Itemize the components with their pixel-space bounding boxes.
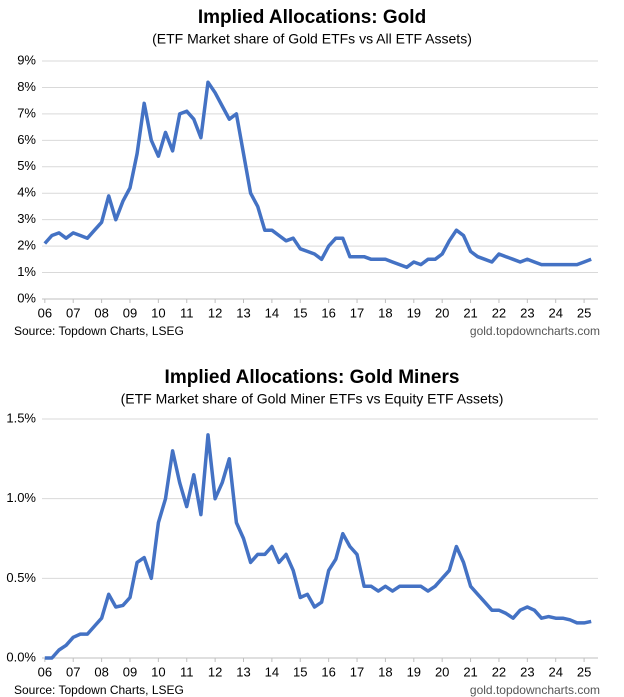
y-tick-label: 4%: [17, 185, 36, 200]
x-tick-label: 21: [463, 664, 477, 679]
x-tick-label: 17: [350, 664, 364, 679]
chart-subtitle: (ETF Market share of Gold Miner ETFs vs …: [121, 391, 504, 407]
y-tick-label: 9%: [17, 52, 36, 67]
x-tick-label: 13: [236, 305, 250, 320]
x-tick-label: 19: [407, 305, 421, 320]
x-tick-label: 19: [407, 664, 421, 679]
x-tick-label: 15: [293, 305, 307, 320]
x-tick-label: 24: [548, 664, 562, 679]
x-tick-label: 07: [66, 664, 80, 679]
x-tick-label: 08: [94, 305, 108, 320]
y-tick-label: 1.5%: [6, 410, 36, 425]
x-tick-label: 22: [492, 305, 506, 320]
x-tick-label: 10: [151, 305, 165, 320]
x-tick-label: 23: [520, 664, 534, 679]
x-tick-label: 09: [123, 664, 137, 679]
x-tick-label: 20: [435, 664, 449, 679]
y-tick-label: 8%: [17, 79, 36, 94]
data-line: [44, 433, 592, 660]
x-tick-label: 11: [180, 664, 194, 679]
source-note: Source: Topdown Charts, LSEG: [14, 683, 184, 697]
x-tick-label: 11: [180, 305, 194, 320]
chart-title: Implied Allocations: Gold: [198, 7, 426, 28]
x-tick-label: 06: [38, 305, 52, 320]
x-tick-label: 18: [378, 664, 392, 679]
x-tick-label: 15: [293, 664, 307, 679]
x-tick-label: 25: [577, 664, 591, 679]
x-tick-label: 20: [435, 305, 449, 320]
x-tick-label: 06: [38, 664, 52, 679]
x-tick-label: 14: [265, 664, 279, 679]
x-tick-label: 22: [492, 664, 506, 679]
x-tick-label: 16: [321, 664, 335, 679]
data-line: [43, 80, 592, 270]
y-tick-label: 0%: [17, 290, 36, 305]
y-tick-label: 3%: [17, 211, 36, 226]
credit-note: gold.topdowncharts.com: [470, 324, 600, 338]
x-tick-label: 23: [520, 305, 534, 320]
y-tick-label: 1.0%: [6, 490, 36, 505]
x-tick-label: 18: [378, 305, 392, 320]
y-tick-label: 5%: [17, 158, 36, 173]
y-tick-label: 6%: [17, 132, 36, 147]
x-tick-label: 16: [321, 305, 335, 320]
x-tick-label: 21: [463, 305, 477, 320]
chart-title: Implied Allocations: Gold Miners: [165, 367, 460, 388]
y-tick-label: 2%: [17, 238, 36, 253]
x-tick-label: 07: [66, 305, 80, 320]
x-tick-label: 10: [151, 664, 165, 679]
x-tick-label: 12: [208, 664, 222, 679]
x-tick-label: 08: [94, 664, 108, 679]
y-tick-label: 1%: [17, 264, 36, 279]
credit-note: gold.topdowncharts.com: [470, 683, 600, 697]
x-tick-label: 09: [123, 305, 137, 320]
x-tick-label: 13: [236, 664, 250, 679]
x-tick-label: 12: [208, 305, 222, 320]
x-tick-label: 24: [548, 305, 562, 320]
y-tick-label: 0.5%: [6, 570, 36, 585]
x-tick-label: 14: [265, 305, 279, 320]
y-tick-label: 0.0%: [6, 649, 36, 664]
y-tick-label: 7%: [17, 105, 36, 120]
x-tick-label: 17: [350, 305, 364, 320]
chart-subtitle: (ETF Market share of Gold ETFs vs All ET…: [152, 31, 472, 47]
source-note: Source: Topdown Charts, LSEG: [14, 324, 184, 338]
x-tick-label: 25: [577, 305, 591, 320]
